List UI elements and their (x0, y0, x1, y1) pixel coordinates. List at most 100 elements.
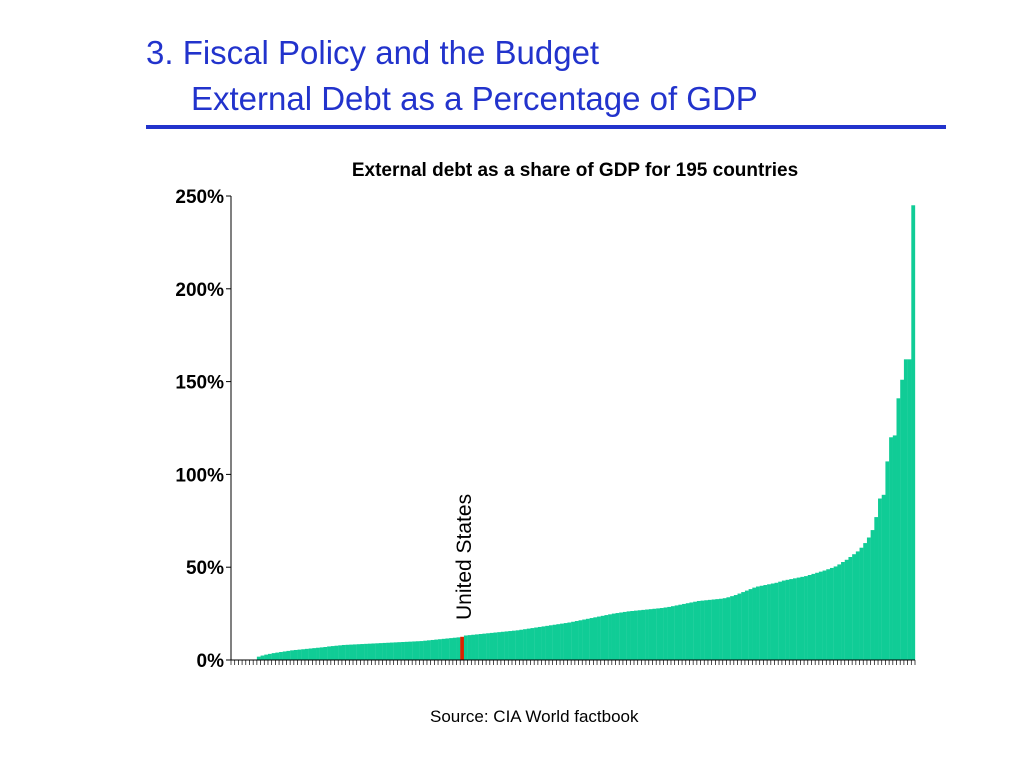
bar (593, 617, 598, 660)
bar (511, 630, 516, 660)
bar (271, 653, 276, 660)
bar (389, 642, 394, 660)
bar (822, 570, 827, 660)
bar (500, 631, 505, 660)
bar (641, 609, 646, 660)
bar (874, 517, 879, 660)
bar (645, 609, 649, 660)
bar (885, 461, 890, 660)
bar (911, 205, 916, 660)
bar (881, 494, 886, 660)
bar (345, 644, 350, 660)
bar (567, 622, 572, 660)
bar (719, 598, 723, 660)
bar (393, 642, 398, 660)
y-tick-label: 100% (175, 465, 224, 486)
bar (707, 599, 712, 660)
bar (855, 551, 860, 660)
bar (256, 656, 261, 660)
bar (726, 597, 731, 660)
bar (504, 631, 509, 660)
bar (364, 643, 368, 660)
bar (741, 592, 746, 660)
bar (578, 620, 583, 660)
bar (744, 590, 749, 660)
bar (556, 624, 561, 660)
bar (267, 653, 272, 660)
bar (552, 624, 557, 660)
bar (589, 618, 594, 660)
bar (829, 567, 834, 660)
bar (767, 584, 771, 660)
bar (626, 611, 631, 660)
bar (467, 635, 472, 660)
bar (563, 623, 568, 660)
bar (630, 611, 635, 660)
bar (737, 593, 742, 660)
bar (859, 547, 864, 660)
bar (530, 628, 535, 660)
bar (900, 379, 905, 660)
bar (770, 583, 775, 660)
bar (526, 628, 531, 660)
bar (449, 638, 453, 660)
bar (722, 598, 727, 660)
bar (297, 649, 302, 660)
bar (478, 634, 483, 660)
bar (264, 654, 269, 660)
bar (711, 599, 716, 660)
bar (537, 626, 542, 660)
bar (833, 566, 838, 660)
bar (870, 530, 875, 660)
bar (785, 579, 790, 660)
bar (582, 619, 587, 660)
bar (275, 652, 280, 660)
bar (338, 645, 343, 660)
bar (611, 613, 616, 660)
chart-title: External debt as a share of GDP for 195 … (351, 160, 799, 181)
bar (756, 586, 760, 660)
bar (889, 437, 893, 660)
bar (404, 641, 409, 660)
bar (508, 631, 513, 660)
bar (907, 359, 912, 660)
bar (445, 638, 450, 660)
bar (312, 648, 317, 660)
bar (316, 647, 320, 660)
bar (792, 578, 797, 660)
bar (574, 621, 579, 660)
bar (837, 564, 842, 660)
bar (360, 644, 365, 660)
bar (367, 643, 372, 660)
bar (678, 604, 683, 660)
bar (279, 652, 283, 660)
bar (656, 608, 661, 660)
bar (715, 599, 720, 660)
bar (452, 637, 457, 660)
bar (523, 629, 527, 660)
bar (456, 637, 461, 660)
bar (330, 646, 335, 660)
bar (304, 648, 309, 660)
bar (696, 600, 701, 660)
bar (903, 359, 908, 660)
bar (597, 616, 601, 660)
slide-title-line2: External Debt as a Percentage of GDP (191, 80, 758, 117)
bar (763, 585, 768, 660)
bar (493, 632, 498, 660)
bar (353, 644, 357, 660)
bar (475, 634, 479, 660)
bar (682, 603, 686, 660)
bar (863, 543, 868, 660)
bar (375, 643, 380, 660)
bar (319, 647, 324, 660)
bar (622, 611, 627, 660)
bar (811, 573, 816, 660)
bar (700, 600, 705, 660)
y-tick-label: 150% (175, 373, 224, 394)
bar (419, 641, 424, 660)
bar (334, 645, 339, 660)
bar (796, 577, 801, 660)
bar (286, 650, 291, 660)
bar (781, 580, 786, 660)
